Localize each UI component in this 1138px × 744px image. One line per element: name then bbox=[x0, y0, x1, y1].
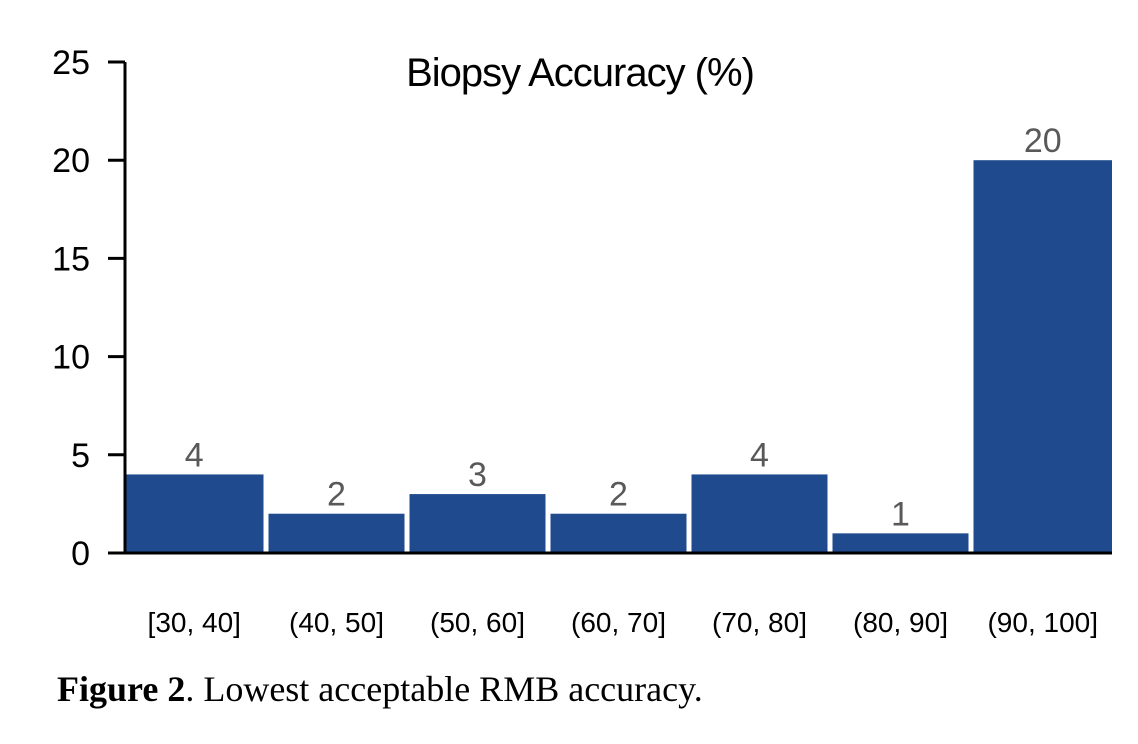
y-tick-label: 10 bbox=[52, 339, 90, 377]
x-axis-labels: [30, 40] (40, 50] (50, 60] (60, 70] (70, 80]… bbox=[148, 607, 1098, 638]
y-tick-label: 25 bbox=[52, 44, 90, 82]
bar-value-label: 3 bbox=[468, 456, 487, 494]
x-tick-label: (90, 100] bbox=[987, 607, 1098, 638]
bar bbox=[409, 494, 546, 553]
bar-value-label: 4 bbox=[750, 436, 769, 474]
bar-value-label: 2 bbox=[609, 476, 628, 514]
x-tick-label: (70, 80] bbox=[712, 607, 807, 638]
x-tick-label: (80, 90] bbox=[853, 607, 948, 638]
bar bbox=[973, 160, 1112, 553]
bar bbox=[125, 474, 264, 553]
bar-value-label: 1 bbox=[891, 495, 910, 533]
y-axis: 0 5 10 15 20 25 bbox=[52, 44, 127, 573]
bar bbox=[832, 533, 969, 553]
y-tick-label: 5 bbox=[71, 437, 90, 475]
chart-title: Biopsy Accuracy (%) bbox=[406, 51, 754, 95]
x-tick-label: (50, 60] bbox=[430, 607, 525, 638]
bar bbox=[691, 474, 828, 553]
y-tick-label: 20 bbox=[52, 142, 90, 180]
bar-value-label: 2 bbox=[327, 476, 346, 514]
x-tick-label: [30, 40] bbox=[148, 607, 241, 638]
x-tick-label: (40, 50] bbox=[289, 607, 384, 638]
figure-caption: Figure 2. Lowest acceptable RMB accuracy… bbox=[57, 668, 703, 710]
bars-group bbox=[125, 160, 1112, 553]
bar bbox=[550, 513, 687, 553]
bar bbox=[268, 513, 405, 553]
x-tick-label: (60, 70] bbox=[571, 607, 666, 638]
bar-labels-group: 4 2 3 2 4 1 20 bbox=[185, 122, 1062, 533]
caption-label: Figure 2 bbox=[57, 669, 186, 709]
y-tick-label: 15 bbox=[52, 240, 90, 278]
bar-value-label: 4 bbox=[185, 436, 204, 474]
bar-value-label: 20 bbox=[1024, 122, 1062, 160]
y-tick-label: 0 bbox=[71, 535, 90, 573]
caption-text: . Lowest acceptable RMB accuracy. bbox=[185, 669, 703, 709]
